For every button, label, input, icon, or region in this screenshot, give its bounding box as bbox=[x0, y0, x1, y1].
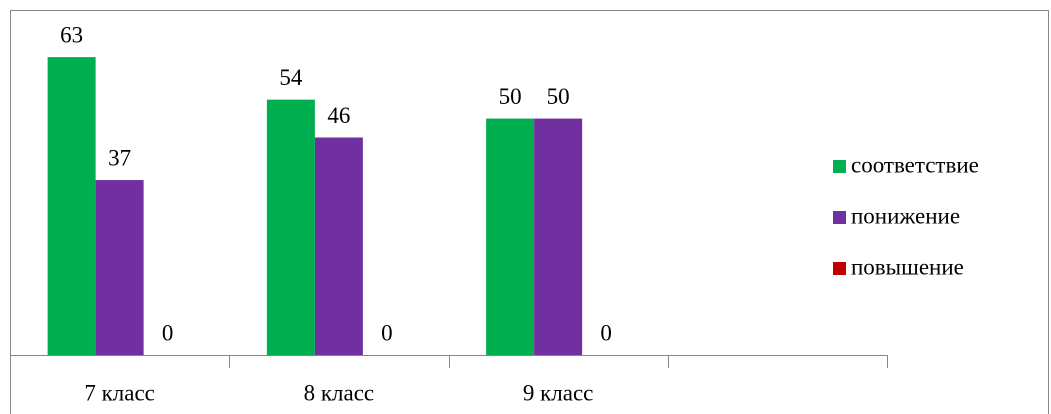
data-label: 0 bbox=[600, 320, 612, 345]
data-label: 50 bbox=[547, 84, 570, 109]
data-label: 37 bbox=[108, 145, 131, 170]
legend-label: повышение bbox=[851, 254, 964, 279]
data-label: 63 bbox=[60, 22, 83, 47]
bar bbox=[486, 118, 535, 355]
x-tick-label: 7 класс bbox=[84, 380, 155, 405]
bar bbox=[47, 57, 96, 355]
bar bbox=[266, 99, 315, 356]
legend-label: соответствие bbox=[851, 152, 979, 177]
legend-swatch bbox=[833, 262, 846, 275]
bar bbox=[95, 180, 144, 355]
data-label: 46 bbox=[327, 103, 350, 128]
legend-swatch bbox=[833, 211, 846, 224]
data-label: 54 bbox=[279, 65, 303, 90]
legend-label: понижение bbox=[851, 203, 960, 228]
x-tick-label: 9 класс bbox=[523, 380, 594, 405]
bar bbox=[534, 118, 583, 355]
data-label: 0 bbox=[162, 320, 174, 345]
legend-swatch bbox=[833, 160, 846, 173]
data-label: 0 bbox=[381, 320, 393, 345]
x-tick-label: 8 класс bbox=[304, 380, 375, 405]
data-label: 50 bbox=[499, 84, 522, 109]
chart-border bbox=[10, 10, 1049, 414]
bar bbox=[314, 137, 363, 355]
